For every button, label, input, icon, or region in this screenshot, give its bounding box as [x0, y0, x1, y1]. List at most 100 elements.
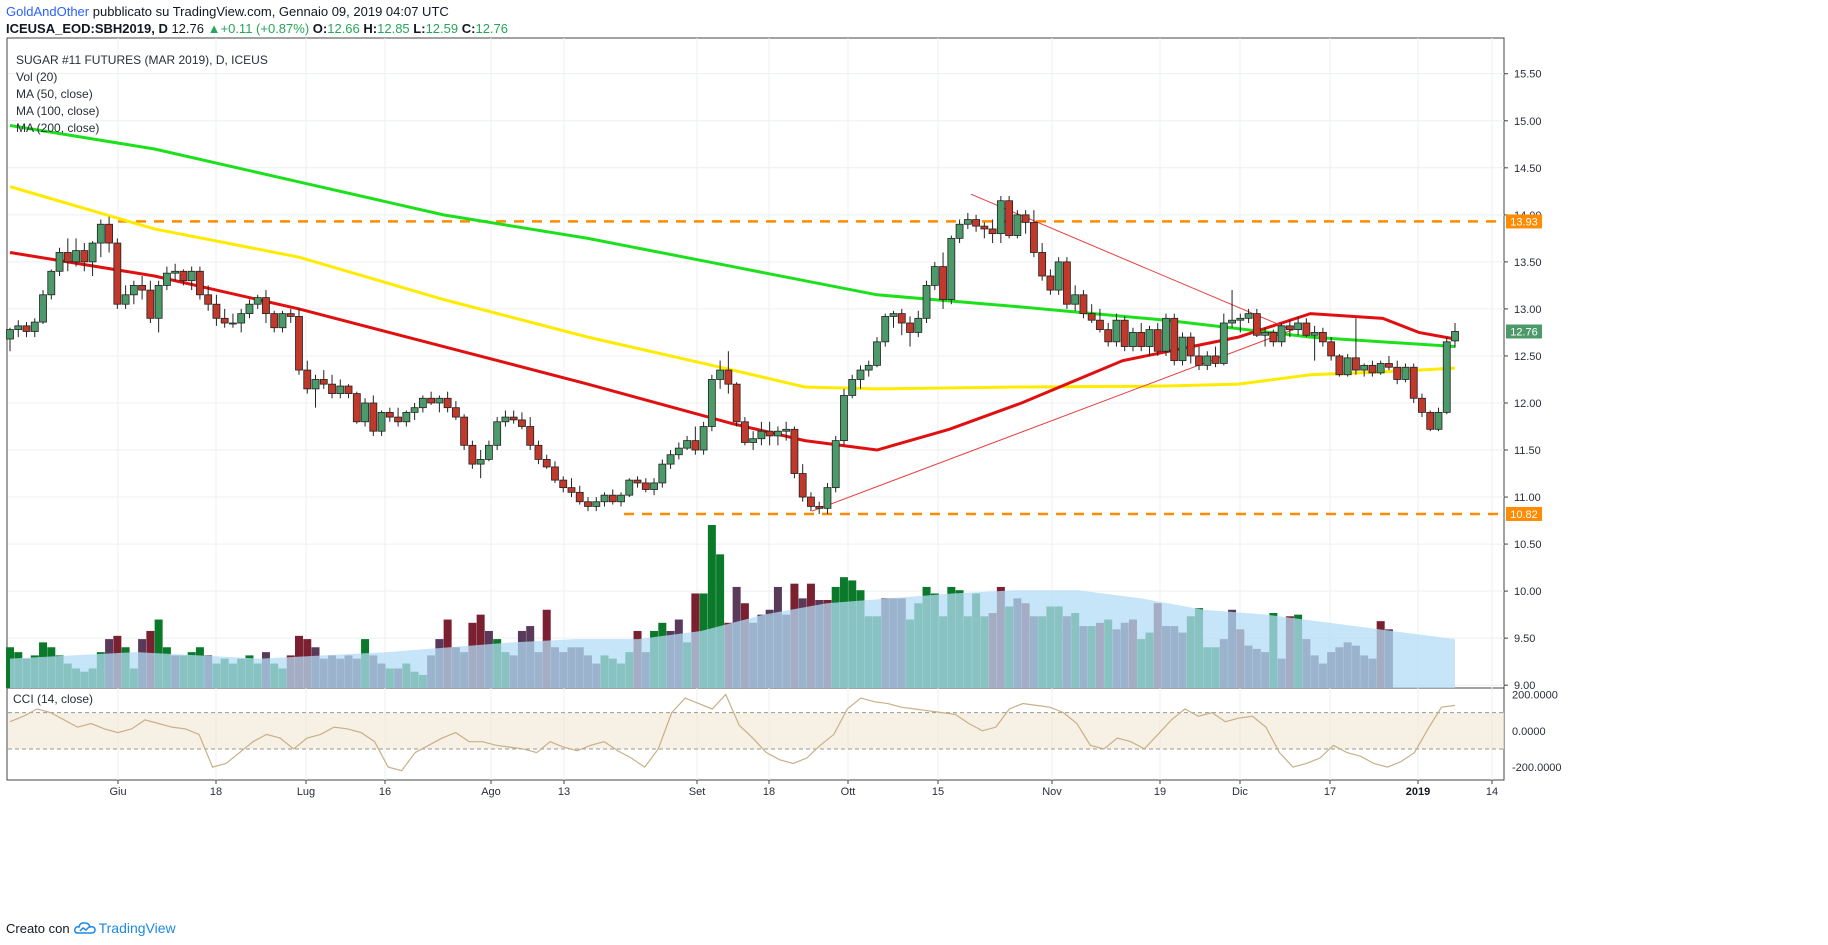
legend-item-ma50: MA (50, close): [16, 87, 93, 101]
last-price: 12.76: [171, 21, 204, 36]
candle-body: [1104, 329, 1113, 343]
candle-body: [1302, 322, 1311, 336]
candle-body: [584, 501, 592, 507]
candle-body: [47, 270, 56, 296]
candle-body: [394, 416, 402, 423]
close-value: 12.76: [475, 21, 509, 36]
candle-body: [707, 379, 716, 427]
candle-body: [385, 411, 394, 418]
ma100-line: [9, 185, 1456, 391]
candle-body: [592, 501, 601, 507]
candle-body: [509, 416, 518, 421]
candle-body: [154, 284, 163, 319]
candle-body: [138, 284, 147, 291]
candle-body: [55, 252, 64, 272]
candle-body: [840, 395, 848, 442]
candle-body: [1112, 319, 1121, 343]
candle-body: [790, 428, 799, 474]
candle-body: [237, 313, 246, 324]
x-tick-label: Giu: [109, 786, 126, 798]
publish-info: GoldAndOther pubblicato su TradingView.c…: [6, 4, 449, 19]
candle-body: [485, 444, 493, 460]
candle-body: [1327, 341, 1336, 357]
x-tick-label: 13: [558, 786, 570, 798]
x-tick-label: Set: [689, 786, 706, 798]
author-link[interactable]: GoldAndOther: [6, 4, 90, 19]
x-tick-label: 2019: [1406, 786, 1430, 798]
candle-body: [1219, 322, 1228, 364]
candle-body: [1244, 313, 1253, 319]
x-tick-label: Ago: [481, 786, 501, 798]
candle-body: [542, 459, 551, 468]
candle-body: [352, 393, 361, 423]
candle-body: [1335, 355, 1344, 376]
candle-body: [1409, 366, 1418, 399]
candle-body: [666, 454, 675, 465]
candle-body: [295, 316, 303, 371]
candle-body: [881, 316, 890, 343]
candle-body: [1087, 313, 1096, 321]
candle-body: [641, 482, 650, 490]
candle-body: [1385, 363, 1393, 368]
legend-item-ma100: MA (100, close): [16, 104, 100, 118]
candle-body: [229, 322, 237, 325]
candle-body: [716, 369, 725, 380]
created-with-text: Creato con: [6, 920, 70, 936]
symbol-name: ICEUSA_EOD:SBH2019, D: [6, 21, 168, 36]
price-badge-label: 10.82: [1510, 509, 1538, 521]
cci-tick-label: 200.0000: [1512, 689, 1558, 701]
x-tick-label: 16: [379, 786, 391, 798]
candle-body: [1269, 332, 1278, 343]
high-label: H:: [363, 21, 378, 36]
y-tick-label: 10.50: [1514, 539, 1542, 551]
y-tick-label: 10.00: [1514, 586, 1542, 598]
open-value: 12.66: [327, 21, 360, 36]
candle-body: [105, 223, 113, 244]
candle-body: [1137, 332, 1146, 347]
candle-body: [864, 364, 873, 371]
candle-body: [1401, 366, 1410, 380]
candle-body: [1120, 319, 1129, 347]
tradingview-logo[interactable]: TradingView: [73, 920, 176, 936]
candle-body: [526, 426, 535, 446]
candle-body: [980, 225, 989, 230]
candle-body: [286, 313, 295, 317]
x-tick-label: 15: [932, 786, 944, 798]
candle-body: [121, 294, 130, 305]
x-tick-label: Lug: [297, 786, 315, 798]
candle-body: [774, 430, 782, 437]
candle-body: [699, 426, 708, 451]
price-badge: [1506, 506, 1542, 521]
high-value: 12.85: [377, 21, 410, 36]
candle-body: [344, 385, 353, 394]
candle-body: [575, 491, 584, 503]
candle-body: [740, 421, 749, 443]
candle-body: [319, 379, 328, 385]
candle-body: [831, 440, 840, 489]
candle-body: [451, 407, 460, 418]
up-arrow-icon: ▲: [207, 21, 221, 36]
low-value: 12.59: [425, 21, 459, 36]
candle-body: [1442, 341, 1451, 413]
candle-body: [922, 284, 931, 319]
volume-bar: [707, 525, 716, 688]
candle-body: [427, 397, 436, 404]
y-tick-label: 11.00: [1514, 492, 1541, 504]
candle-body: [955, 223, 964, 239]
candle-body: [270, 313, 279, 329]
candle-body: [113, 242, 122, 305]
legend-title: SUGAR #11 FUTURES (MAR 2019), D, ICEUS: [16, 53, 268, 67]
candle-body: [650, 482, 658, 490]
candle-body: [129, 284, 138, 296]
candle-body: [930, 266, 939, 286]
candle-body: [633, 479, 642, 484]
candle-body: [6, 329, 14, 340]
y-tick-label: 15.50: [1514, 69, 1542, 81]
x-tick-label: 18: [210, 786, 222, 798]
candle-body: [1170, 317, 1179, 362]
candle-body: [1071, 294, 1080, 305]
candle-body: [1129, 332, 1137, 347]
candle-body: [674, 447, 683, 456]
cci-tick-label: -200.0000: [1512, 762, 1562, 774]
